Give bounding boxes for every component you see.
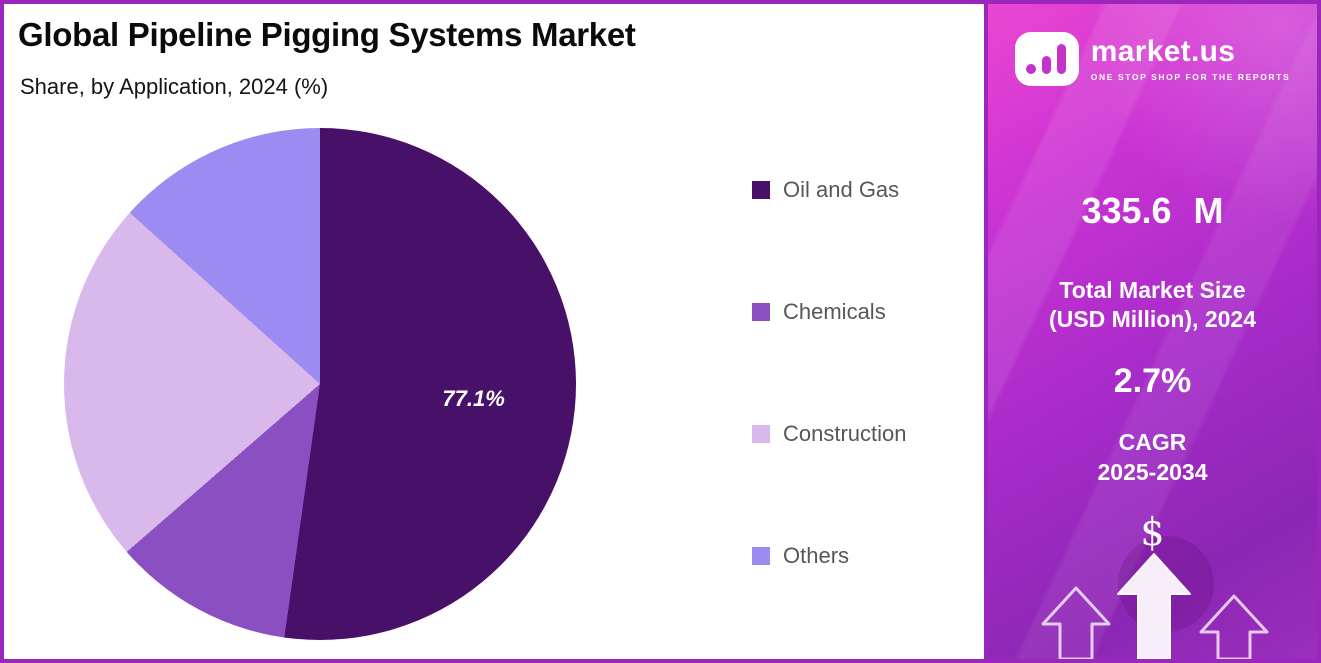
pie-percentage-label: 77.1% xyxy=(442,386,505,412)
pie-chart-container: 77.1% xyxy=(64,128,576,640)
marketus-logo-icon xyxy=(1014,32,1079,86)
page-title: Global Pipeline Pigging Systems Market xyxy=(18,16,636,53)
logo-dot-shape xyxy=(1025,64,1036,74)
legend-item-construction: Construction xyxy=(752,420,907,448)
brand-tagline: ONE STOP SHOP FOR THE REPORTS xyxy=(1090,71,1291,82)
brand-text: market.us ONE STOP SHOP FOR THE REPORTS xyxy=(1090,34,1291,82)
market-size-value: 335.6 M xyxy=(1081,190,1224,231)
page-subtitle: Share, by Application, 2024 (%) xyxy=(20,74,329,99)
logo-bar-short-shape xyxy=(1041,56,1051,74)
market-size-label-line1: Total Market Size xyxy=(1059,277,1246,303)
legend-item-chemicals: Chemicals xyxy=(752,298,907,326)
legend-swatch-construction xyxy=(752,425,770,443)
market-size-label: Total Market Size (USD Million), 2024 xyxy=(988,276,1317,334)
dollar-symbol-icon: $ xyxy=(1140,510,1165,554)
growth-arrows-icon xyxy=(1041,553,1269,659)
info-panel: market.us ONE STOP SHOP FOR THE REPORTS … xyxy=(984,4,1317,659)
legend-swatch-oil-and-gas xyxy=(752,181,770,199)
pie-chart xyxy=(64,128,576,640)
legend-label-others: Others xyxy=(783,543,850,568)
legend-swatch-others xyxy=(752,547,770,565)
brand-header: market.us ONE STOP SHOP FOR THE REPORTS xyxy=(988,32,1317,86)
legend-item-oil-and-gas: Oil and Gas xyxy=(752,176,907,204)
chart-area: Global Pipeline Pigging Systems Market S… xyxy=(4,4,984,659)
logo-bar-tall-shape xyxy=(1056,44,1066,74)
market-size-label-line2: (USD Million), 2024 xyxy=(1048,305,1257,332)
chart-legend: Oil and Gas Chemicals Construction Other… xyxy=(752,176,907,570)
cagr-label: CAGR 2025-2034 xyxy=(988,428,1317,488)
legend-label-oil-and-gas: Oil and Gas xyxy=(783,177,900,202)
legend-label-chemicals: Chemicals xyxy=(783,299,886,324)
legend-swatch-chemicals xyxy=(752,303,770,321)
cagr-value: 2.7% xyxy=(1113,362,1192,400)
legend-item-others: Others xyxy=(752,542,907,570)
cagr-label-line1: CAGR xyxy=(1118,429,1187,455)
legend-label-construction: Construction xyxy=(783,421,907,446)
cagr-label-line2: 2025-2034 xyxy=(1097,458,1208,485)
brand-name: market.us xyxy=(1090,34,1236,68)
